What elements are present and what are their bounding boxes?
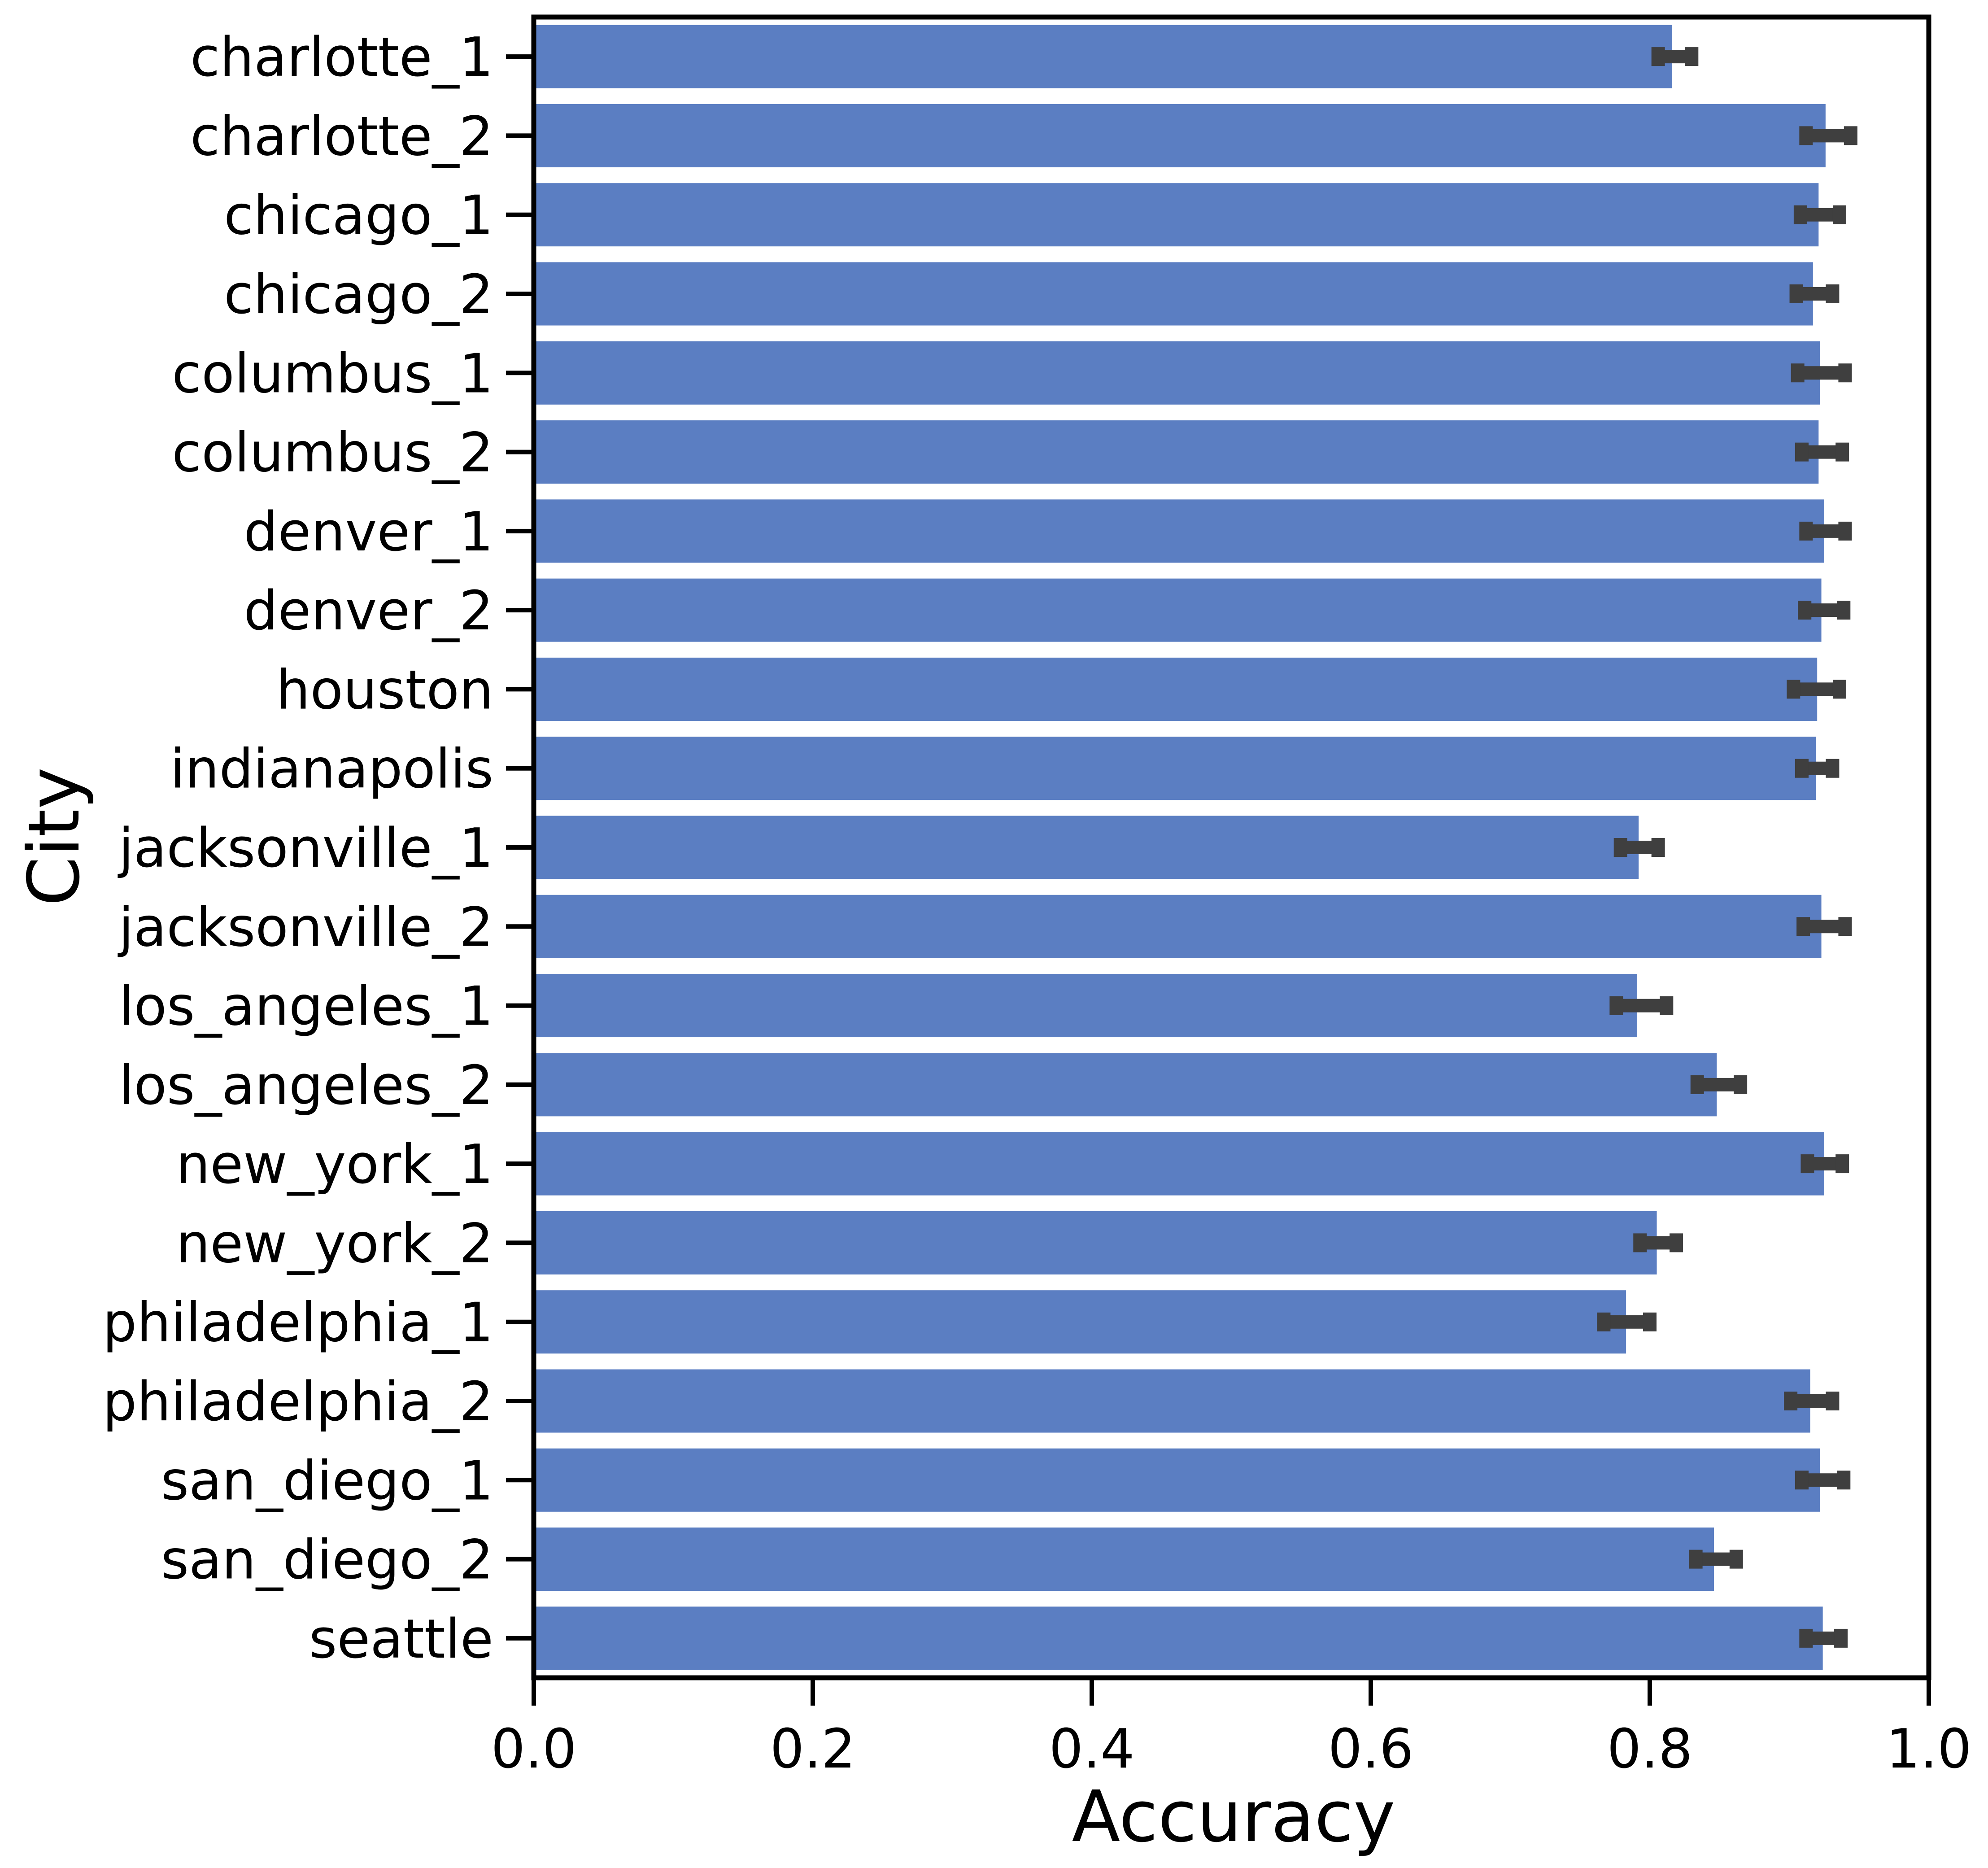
y-tick-label-los-angeles-2: los_angeles_2 [119,1055,493,1117]
x-tick-label-1: 0.2 [770,1718,856,1781]
bar-new-york-2 [534,1211,1657,1274]
bar-san-diego-2 [534,1528,1714,1591]
bar-los-angeles-2 [534,1053,1717,1117]
bar-philadelphia-1 [534,1290,1626,1354]
bars-layer [534,25,1826,1670]
y-tick-label-houston: houston [276,659,493,721]
bar-columbus-1 [534,341,1820,405]
x-axis-title: Accuracy [1072,1776,1395,1858]
y-tick-label-charlotte-2: charlotte_2 [190,105,493,168]
y-tick-label-columbus-1: columbus_1 [172,343,493,405]
y-tick-label-jacksonville-2: jacksonville_2 [117,896,493,959]
y-axis-title: City [13,767,96,906]
y-tick-label-chicago-1: chicago_1 [224,185,493,247]
y-tick-label-denver-2: denver_2 [244,580,493,642]
y-tick-label-denver-1: denver_1 [244,501,493,563]
bar-jacksonville-2 [534,895,1822,958]
y-tick-label-san-diego-2: san_diego_2 [161,1529,493,1592]
x-tick-label-3: 0.6 [1328,1718,1414,1781]
bar-new-york-1 [534,1132,1824,1196]
bar-denver-1 [534,499,1824,563]
y-axis: charlotte_1 charlotte_2 chicago_1 chicago_2… [103,26,534,1671]
x-tick-label-2: 0.4 [1049,1718,1135,1781]
bar-chicago-1 [534,183,1819,247]
y-tick-label-indianapolis: indianapolis [170,738,493,801]
y-tick-label-charlotte-1: charlotte_1 [190,26,493,89]
bar-los-angeles-1 [534,974,1638,1038]
bar-columbus-2 [534,420,1819,484]
x-tick-label-4: 0.8 [1607,1718,1693,1781]
bar-philadelphia-2 [534,1369,1810,1433]
y-tick-label-new-york-2: new_york_2 [176,1213,493,1275]
bar-jacksonville-1 [534,816,1639,879]
y-tick-label-jacksonville-1: jacksonville_1 [117,817,493,880]
y-tick-label-columbus-2: columbus_2 [172,422,493,484]
bar-san-diego-1 [534,1448,1820,1512]
bar-seattle [534,1606,1823,1670]
y-tick-label-san-diego-1: san_diego_1 [161,1450,493,1512]
y-tick-label-philadelphia-1: philadelphia_1 [103,1292,493,1354]
y-tick-label-seattle: seattle [309,1608,493,1671]
bar-denver-2 [534,578,1822,642]
bar-houston [534,657,1818,721]
y-tick-label-los-angeles-1: los_angeles_1 [119,976,493,1038]
bar-charlotte-2 [534,104,1826,167]
x-tick-label-0: 0.0 [491,1718,577,1781]
y-tick-label-chicago-2: chicago_2 [224,264,493,326]
x-tick-label-5: 1.0 [1886,1718,1972,1781]
y-tick-label-philadelphia-2: philadelphia_2 [103,1371,493,1433]
bar-indianapolis [534,737,1816,800]
bar-chicago-2 [534,262,1813,326]
y-tick-label-new-york-1: new_york_1 [176,1134,493,1196]
bar-charlotte-1 [534,25,1672,88]
error-bars-layer [1597,47,1857,1648]
x-axis: 0.0 0.2 0.4 0.6 0.8 1.0 [491,1678,1972,1781]
